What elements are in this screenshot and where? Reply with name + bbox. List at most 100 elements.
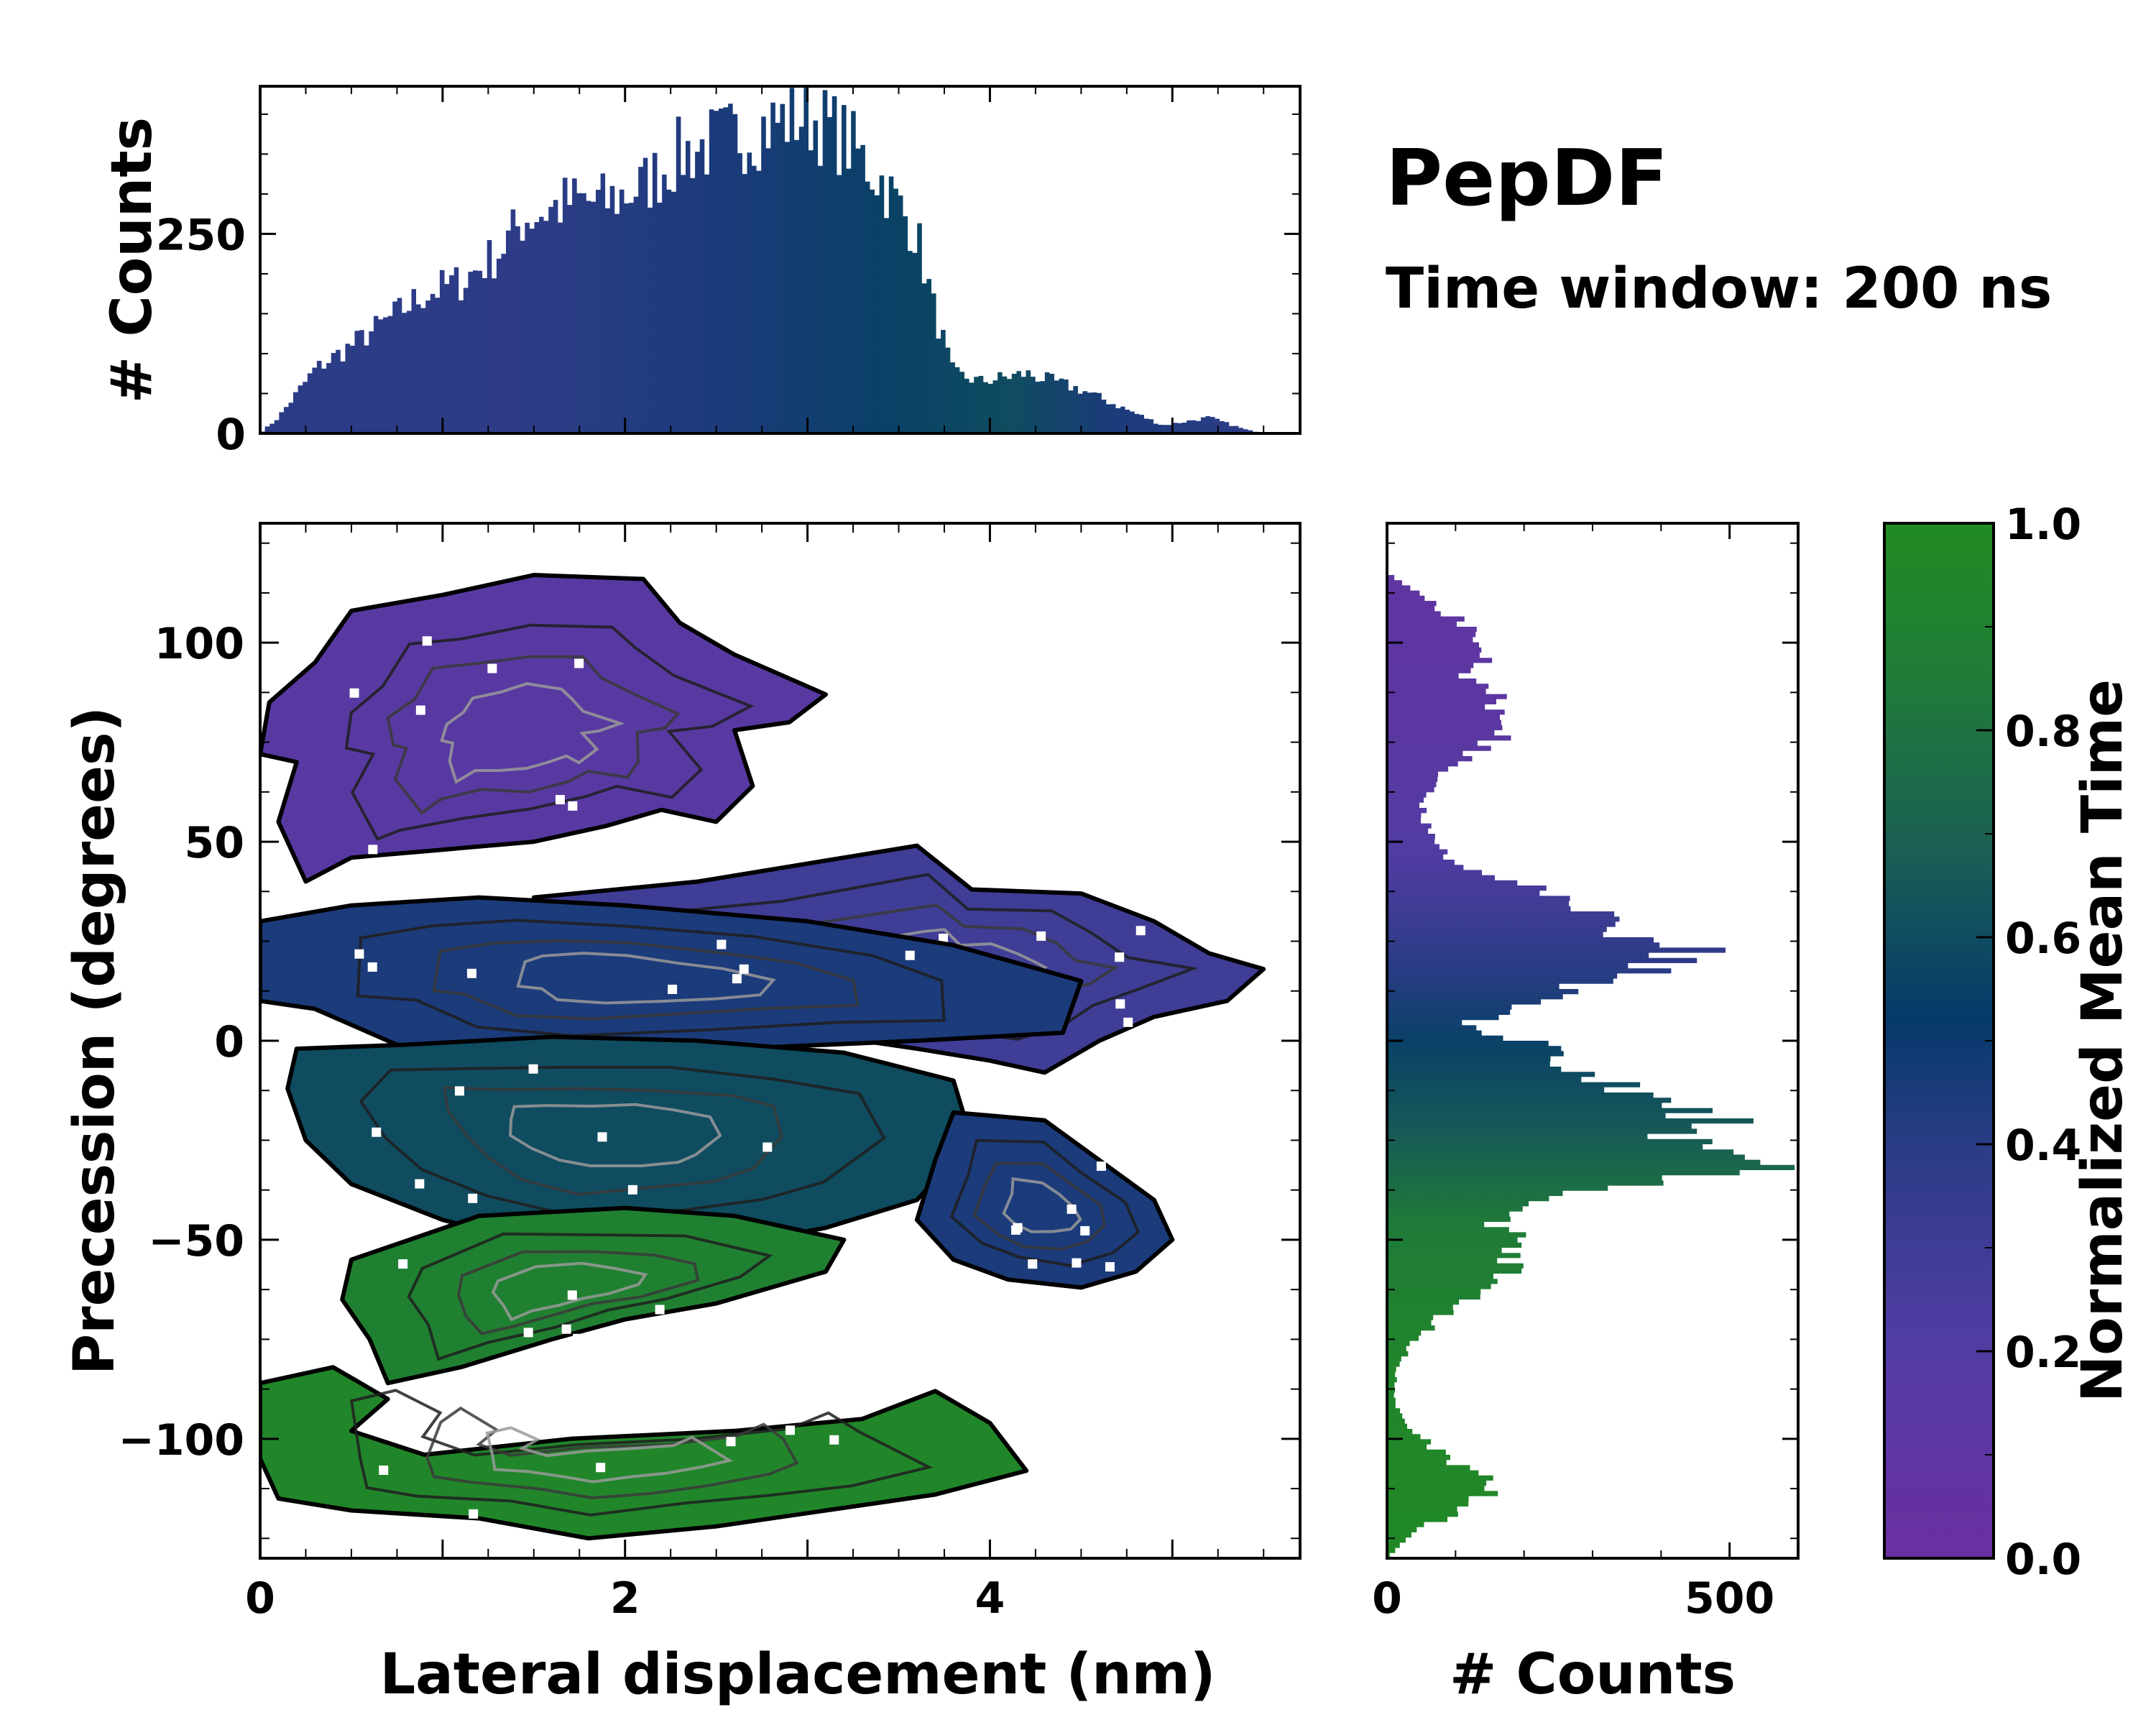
heatmap-gap-lower-green-2 (583, 1345, 593, 1355)
heatmap-gap-bottom-green-arm-6 (785, 1425, 795, 1435)
heatmap-contour-dense-center-1 (442, 1086, 784, 1196)
colorbar: 0.0 0.2 0.4 0.6 0.8 1.0 Normalized Mean Time (1883, 500, 2135, 1585)
right-histogram-area (1387, 523, 1795, 1558)
heatmap-gap-dense-center-7 (468, 1193, 478, 1203)
heatmap-contour-bottom-green-arm-1 (425, 1406, 799, 1500)
heatmap-gap-bottom-green-arm-3 (379, 1465, 389, 1475)
colorbar-bar (1883, 522, 1995, 1560)
top-histogram-ylabel: # Counts (100, 117, 165, 403)
heatmap-gap-lower-right-navy-5 (1028, 1259, 1038, 1269)
heatmap-gap-lower-right-navy-3 (1080, 1225, 1090, 1236)
heatmap-gap-right-arm-0 (1036, 931, 1046, 941)
heatmap-contour-lower-green-2 (491, 1261, 648, 1322)
heatmap-contour-middle-navy-band-1 (432, 939, 860, 1021)
heatmap-contour-lower-green-1 (456, 1250, 700, 1335)
main-xtick-label-0: 0 (245, 1573, 275, 1624)
colorbar-ticks: 0.0 0.2 0.4 0.6 0.8 1.0 (1976, 500, 2081, 1585)
heatmap-gap-upper-purple-lobe-5 (422, 636, 432, 646)
right-xtick-label-0: 0 (1372, 1573, 1402, 1624)
colorbar-tick-label-4: 0.8 (2005, 707, 2081, 757)
heatmap-gap-bottom-green-arm-5 (767, 1403, 777, 1413)
heatmap-gap-right-arm-5 (1115, 952, 1125, 962)
heatmap-contour-lower-right-navy-1 (972, 1162, 1107, 1251)
heatmap-gap-right-arm-7 (1115, 999, 1125, 1009)
figure-subtitle: Time window: 200 ns (1386, 257, 2052, 321)
heatmap-contour-bottom-green-arm-0 (349, 1389, 934, 1517)
top-ytick-label-1: 250 (156, 210, 246, 260)
heatmap-gap-bottom-green-arm-2 (469, 1509, 479, 1519)
colorbar-tick-label-5: 1.0 (2005, 500, 2081, 550)
main-ytick-label-0: −100 (118, 1415, 244, 1466)
heatmap-gap-right-arm-6 (1135, 926, 1146, 936)
heatmap-gap-bottom-green-arm-7 (504, 1432, 514, 1443)
top-histogram-bars (260, 88, 1300, 433)
heatmap-gap-right-arm-2 (1123, 1017, 1133, 1027)
heatmap-gap-upper-purple-lobe-6 (349, 688, 359, 698)
heatmap-gap-dense-center-6 (763, 1142, 773, 1152)
main-ytick-label-3: 50 (185, 818, 245, 868)
heatmap-region-middle-navy-band (260, 895, 1084, 1059)
heatmap-gap-middle-navy-band-3 (732, 974, 742, 984)
heatmap-gap-dense-center-2 (528, 1064, 538, 1074)
heatmap-contour-lower-green-0 (407, 1232, 773, 1361)
heatmap-gap-upper-purple-lobe-1 (568, 801, 578, 811)
heatmap-gap-bottom-green-arm-1 (726, 1437, 736, 1447)
heatmap-contour-upper-purple-lobe-0 (344, 623, 755, 841)
heatmap-gap-lower-green-4 (523, 1328, 533, 1338)
heatmap-contour-middle-navy-band-0 (356, 919, 946, 1038)
main-ytick-label-2: 0 (214, 1017, 244, 1067)
heatmap-contour-dense-center-2 (509, 1103, 722, 1167)
heatmap-gap-middle-navy-band-2 (905, 950, 915, 960)
heatmap-gap-middle-navy-band-1 (367, 962, 377, 972)
top-ytick-label-0: 0 (216, 410, 246, 460)
top-histogram-frame (259, 85, 1302, 435)
heatmap-gap-right-arm-1 (938, 934, 948, 944)
figure-title: PepDF (1386, 134, 1668, 224)
main-xtick-label-1: 2 (610, 1573, 640, 1624)
heatmap-gap-middle-navy-band-4 (466, 968, 476, 978)
heatmap-ticks: 0 2 4 −100 −50 0 50 100 (118, 523, 1300, 1624)
heatmap-gap-middle-navy-band-0 (739, 964, 749, 974)
heatmap-region-bottom-green-arm (260, 1365, 1029, 1541)
heatmap-gap-dense-center-0 (415, 1179, 425, 1189)
heatmap-xlabel: Lateral displacement (nm) (379, 1642, 1215, 1707)
right-histogram-bars (1387, 523, 1795, 1558)
heatmap-contour-lower-right-navy-0 (949, 1138, 1141, 1267)
heatmap-contour-middle-navy-band-2 (516, 952, 776, 1005)
heatmap-gap-lower-green-7 (398, 1259, 408, 1269)
main-ytick-label-4: 100 (155, 619, 244, 669)
colorbar-label: Normalized Mean Time (2070, 679, 2135, 1402)
heatmap-gap-dense-center-3 (627, 1184, 637, 1195)
heatmap-regions (260, 573, 1266, 1541)
right-histogram: 0 500 # Counts (1372, 522, 1800, 1707)
colorbar-tick-label-2: 0.4 (2005, 1121, 2081, 1171)
main-ytick-label-1: −50 (148, 1216, 244, 1266)
heatmap-gap-upper-purple-lobe-2 (555, 795, 565, 805)
heatmap-gap-middle-navy-band-7 (717, 939, 727, 949)
heatmap-gap-lower-right-navy-4 (1072, 1258, 1082, 1268)
heatmap-gap-lower-green-6 (573, 1333, 583, 1343)
right-histogram-xlabel: # Counts (1450, 1642, 1736, 1707)
heatmap-gap-lower-green-0 (655, 1305, 665, 1315)
heatmap-region-upper-purple-lobe (260, 573, 828, 884)
right-histogram-ticks: 0 500 (1372, 523, 1798, 1624)
heatmap-gap-dense-center-1 (454, 1086, 464, 1096)
heatmap-gap-upper-purple-lobe-7 (487, 663, 497, 673)
heatmap-gap-dense-center-5 (372, 1127, 382, 1137)
heatmap-contour-upper-purple-lobe-1 (386, 655, 681, 815)
heatmap-gap-lower-right-navy-1 (1096, 1162, 1106, 1172)
heatmap-contour-upper-purple-lobe-2 (440, 682, 625, 784)
colorbar-tick-label-1: 0.2 (2005, 1328, 2081, 1378)
heatmap-gap-dense-center-4 (597, 1132, 607, 1142)
heatmap-gap-bottom-green-arm-4 (829, 1435, 839, 1445)
joint-heatmap: 0 2 4 −100 −50 0 50 100 Lateral displacement (n… (63, 522, 1302, 1707)
heatmap-gap-upper-purple-lobe-3 (415, 705, 425, 715)
heatmap-gap-lower-green-3 (567, 1290, 577, 1300)
heatmap-gap-lower-right-navy-2 (1105, 1262, 1115, 1272)
heatmap-gap-lower-green-1 (575, 1343, 585, 1353)
heatmap-gap-lower-right-navy-0 (1067, 1204, 1077, 1214)
heatmap-contour-lower-right-navy-2 (1002, 1177, 1082, 1233)
heatmap-gap-middle-navy-band-6 (354, 949, 364, 959)
heatmap-ylabel: Precession (degrees) (63, 707, 127, 1375)
